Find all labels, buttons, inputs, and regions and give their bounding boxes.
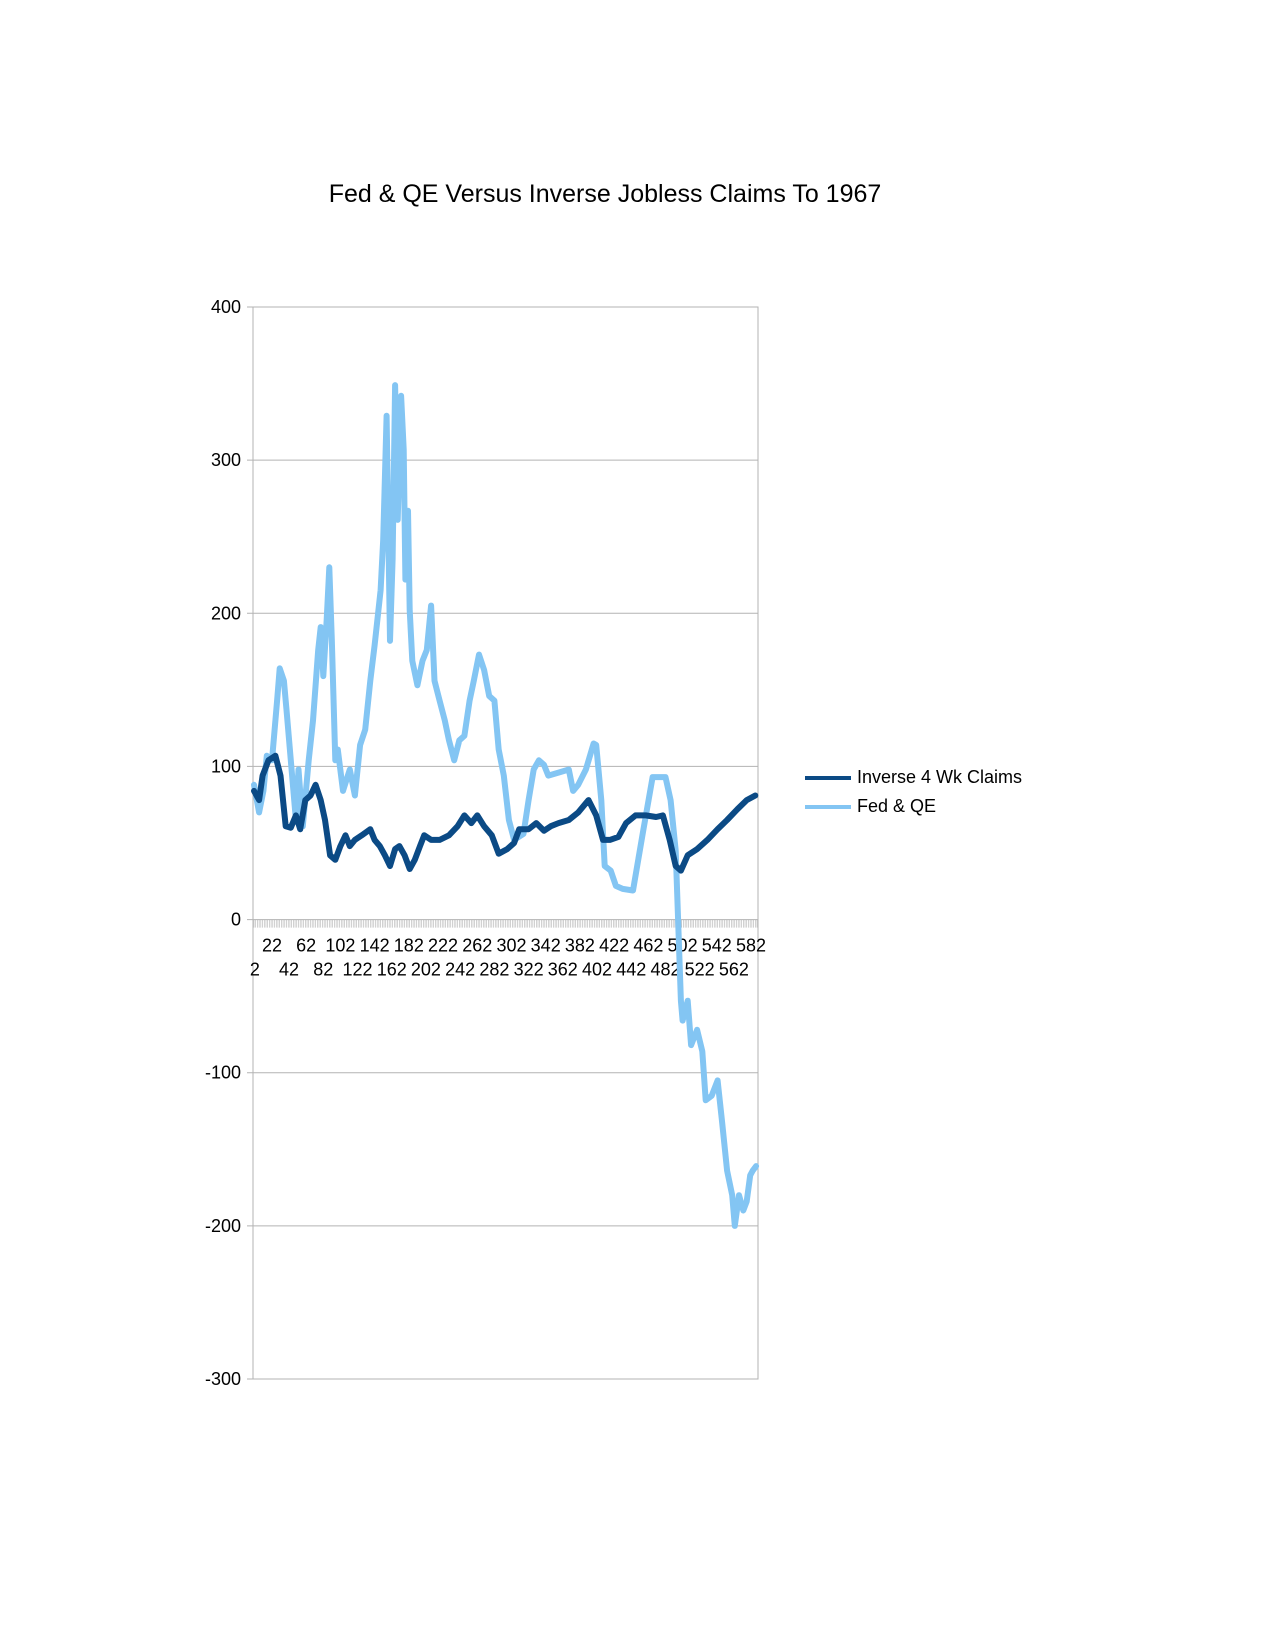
series-lines	[251, 382, 760, 1229]
x-tick-label: 442	[616, 960, 646, 980]
x-tick-label: 462	[633, 936, 663, 956]
x-tick-label: 562	[719, 960, 749, 980]
y-tick-label: -100	[205, 1063, 241, 1083]
x-tick-label: 122	[342, 960, 372, 980]
legend-label: Inverse 4 Wk Claims	[857, 767, 1023, 787]
y-tick-label: 200	[211, 603, 241, 623]
y-tick-label: -300	[205, 1369, 241, 1389]
y-tick-label: 300	[211, 450, 241, 470]
x-tick-label: 262	[462, 936, 492, 956]
x-tick-label: 142	[360, 936, 390, 956]
x-tick-label: 402	[582, 960, 612, 980]
x-tick-label: 422	[599, 936, 629, 956]
x-tick-label: 502	[668, 936, 698, 956]
x-tick-label: 342	[531, 936, 561, 956]
y-axis-tick-labels: 400 300 200 100 0 -100 -200 -300	[205, 297, 241, 1389]
x-tick-label: 542	[702, 936, 732, 956]
y-tick-label: 100	[211, 756, 241, 776]
x-tick-label: 2	[250, 960, 260, 980]
x-tick-label: 102	[325, 936, 355, 956]
series-line-inverse-claims	[251, 752, 759, 874]
x-tick-label: 322	[514, 960, 544, 980]
legend-swatch	[805, 804, 851, 809]
legend-item-inverse-claims: Inverse 4 Wk Claims	[805, 763, 1022, 792]
x-tick-label: 582	[736, 936, 766, 956]
x-tick-label: 482	[650, 960, 680, 980]
legend-label: Fed & QE	[857, 796, 937, 816]
x-axis-tick-labels: 2224262821021221421621822022222422622823…	[250, 936, 766, 980]
legend: Inverse 4 Wk Claims Fed & QE	[805, 763, 1022, 821]
x-tick-label: 302	[496, 936, 526, 956]
y-tick-label: 0	[231, 910, 241, 930]
x-tick-label: 22	[262, 936, 282, 956]
legend-item-fed-qe: Fed & QE	[805, 792, 1022, 821]
gridlines	[247, 306, 759, 1380]
x-tick-label: 242	[445, 960, 475, 980]
x-tick-label: 62	[296, 936, 316, 956]
x-tick-label: 282	[479, 960, 509, 980]
x-tick-label: 382	[565, 936, 595, 956]
x-tick-label: 182	[394, 936, 424, 956]
y-tick-label: -200	[205, 1216, 241, 1236]
x-tick-label: 202	[411, 960, 441, 980]
x-tick-label: 222	[428, 936, 458, 956]
y-tick-label: 400	[211, 297, 241, 317]
x-tick-label: 362	[548, 960, 578, 980]
x-tick-label: 522	[685, 960, 715, 980]
x-tick-label: 162	[377, 960, 407, 980]
x-tick-label: 42	[279, 960, 299, 980]
chart-title: Fed & QE Versus Inverse Jobless Claims T…	[328, 180, 882, 208]
legend-swatch	[805, 775, 851, 780]
x-tick-label: 82	[313, 960, 333, 980]
series-line-fed-qe	[251, 382, 760, 1229]
